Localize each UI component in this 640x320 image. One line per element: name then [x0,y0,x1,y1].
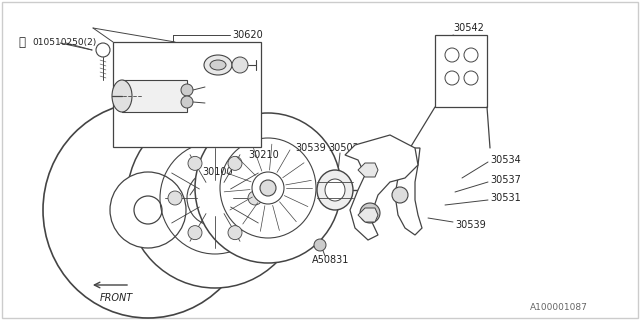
Ellipse shape [445,48,459,62]
Text: 30531: 30531 [490,193,521,203]
Ellipse shape [228,156,242,170]
Ellipse shape [181,96,193,108]
Ellipse shape [248,191,262,205]
Ellipse shape [314,239,326,251]
Ellipse shape [181,84,193,96]
Text: 010510250(2): 010510250(2) [32,38,96,47]
Text: A100001087: A100001087 [530,303,588,313]
Bar [435,35,487,107]
Ellipse shape [260,180,276,196]
Ellipse shape [168,191,182,205]
Ellipse shape [127,108,303,288]
Text: 30534: 30534 [490,155,521,165]
Text: A50831: A50831 [312,255,349,265]
Ellipse shape [210,60,226,70]
Text: FRONT: FRONT [100,293,133,303]
Ellipse shape [204,55,232,75]
Ellipse shape [112,80,132,112]
Polygon shape [358,163,378,177]
Ellipse shape [188,156,202,170]
Ellipse shape [445,71,459,85]
Ellipse shape [228,226,242,240]
Text: 30537: 30537 [490,175,521,185]
Polygon shape [358,208,378,222]
Text: 30502: 30502 [328,143,359,153]
Ellipse shape [325,179,345,201]
Polygon shape [345,135,418,240]
Ellipse shape [464,71,478,85]
Ellipse shape [464,48,478,62]
Ellipse shape [392,187,408,203]
Ellipse shape [96,43,110,57]
Ellipse shape [360,203,380,223]
Ellipse shape [252,172,284,204]
Text: 30539: 30539 [455,220,486,230]
Ellipse shape [317,170,353,210]
Text: 30100: 30100 [202,167,232,177]
Ellipse shape [43,102,253,318]
Text: 30542: 30542 [453,23,484,33]
Ellipse shape [195,113,341,263]
Text: 30620: 30620 [232,30,263,40]
Ellipse shape [188,226,202,240]
Ellipse shape [110,172,186,248]
Ellipse shape [232,57,248,73]
Text: Ⓑ: Ⓑ [19,36,26,50]
Bar [122,80,187,112]
Text: 30622: 30622 [155,53,186,63]
Polygon shape [395,148,422,235]
Bar [113,42,261,147]
Text: 30539: 30539 [295,143,326,153]
Ellipse shape [134,196,162,224]
Text: 30210: 30210 [248,150,279,160]
